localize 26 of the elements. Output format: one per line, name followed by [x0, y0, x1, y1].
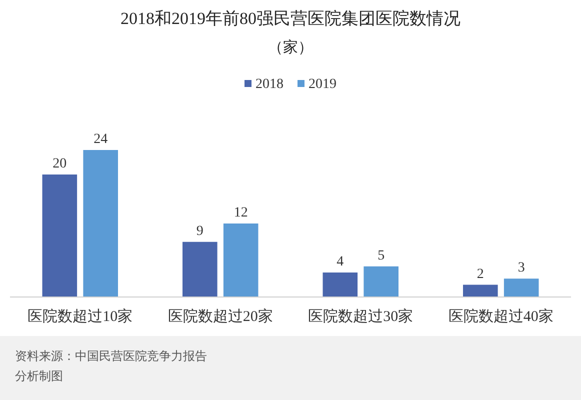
x-tick-label: 医院数超过20家	[168, 308, 273, 325]
bar	[463, 284, 498, 297]
data-label: 9	[196, 224, 204, 239]
bar	[223, 224, 258, 297]
text: 分析制图	[15, 369, 63, 383]
bar	[42, 174, 78, 297]
data-label: 4	[336, 254, 344, 270]
x-tick-label: 医院数超过40家	[448, 308, 554, 325]
legend-label: 2018	[256, 77, 284, 92]
bar	[83, 150, 118, 297]
bar	[322, 272, 358, 297]
data-label: 2	[476, 266, 484, 282]
text: 资料来源：中国民营医院竞争力报告	[15, 349, 207, 363]
x-tick-label: 医院数超过10家	[28, 308, 133, 325]
chart-subtitle: （家）	[268, 39, 313, 56]
data-label: 3	[518, 260, 525, 276]
chart-title: 2018和2019年前80强民营医院集团医院数情况	[120, 9, 460, 28]
legend-label: 2019	[308, 77, 336, 92]
data-label: 24	[94, 132, 108, 147]
data-label: 20	[52, 156, 67, 172]
x-tick-label: 医院数超过30家	[308, 308, 414, 325]
bar	[182, 242, 218, 297]
data-label: 12	[234, 206, 248, 220]
bar	[364, 266, 398, 297]
data-label: 5	[378, 248, 385, 264]
bar	[504, 278, 539, 297]
